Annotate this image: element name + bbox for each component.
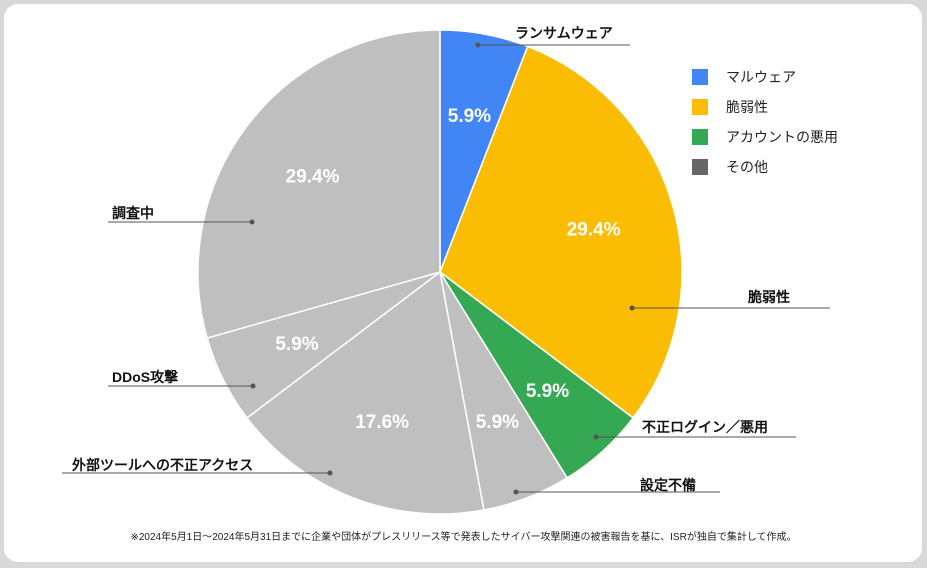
slice-category-label: 設定不備 [640, 477, 696, 493]
legend-item-malware: マルウェア [692, 62, 838, 92]
legend: マルウェア 脆弱性 アカウントの悪用 その他 [692, 62, 838, 182]
slice-category-label: ランサムウェア [515, 25, 613, 41]
slice-percent-label: 29.4% [286, 167, 340, 188]
slice-percent-label: 5.9% [275, 334, 318, 355]
legend-item-account-abuse: アカウントの悪用 [692, 122, 838, 152]
pie-slice [245, 270, 485, 515]
leader-dot [593, 434, 599, 440]
footnote: ※2024年5月1日～2024年5月31日までに企業や団体がプレスリリース等で発… [130, 532, 797, 543]
slice-category-label: 脆弱性 [747, 289, 790, 305]
swatch-yellow [692, 99, 708, 115]
leader-dot [475, 42, 481, 48]
leader-dot [249, 219, 255, 225]
leader-dot [513, 489, 519, 495]
leader-dot [629, 305, 635, 311]
leader-dot [327, 470, 333, 476]
swatch-gray [692, 159, 708, 175]
pie-slice [439, 45, 683, 419]
legend-label: マルウェア [726, 69, 796, 85]
slice-category-label: 不正ログイン／悪用 [642, 419, 768, 435]
pie-slice [197, 29, 441, 339]
legend-item-vulnerability: 脆弱性 [692, 92, 838, 122]
legend-label: 脆弱性 [726, 99, 768, 115]
slice-percent-label: 17.6% [355, 412, 409, 433]
slice-percent-label: 5.9% [476, 412, 519, 433]
slice-category-label: DDoS攻撃 [112, 369, 178, 385]
slice-category-label: 調査中 [112, 205, 154, 221]
slice-percent-label: 5.9% [448, 106, 491, 127]
slice-category-label: 外部ツールへの不正アクセス [72, 457, 253, 473]
slice-percent-label: 29.4% [567, 219, 621, 240]
slice-percent-label: 5.9% [526, 381, 569, 402]
leader-dot [250, 383, 256, 389]
swatch-green [692, 129, 708, 145]
swatch-blue [692, 69, 708, 85]
legend-label: アカウントの悪用 [726, 129, 838, 145]
legend-item-other: その他 [692, 152, 838, 182]
legend-label: その他 [726, 159, 768, 175]
